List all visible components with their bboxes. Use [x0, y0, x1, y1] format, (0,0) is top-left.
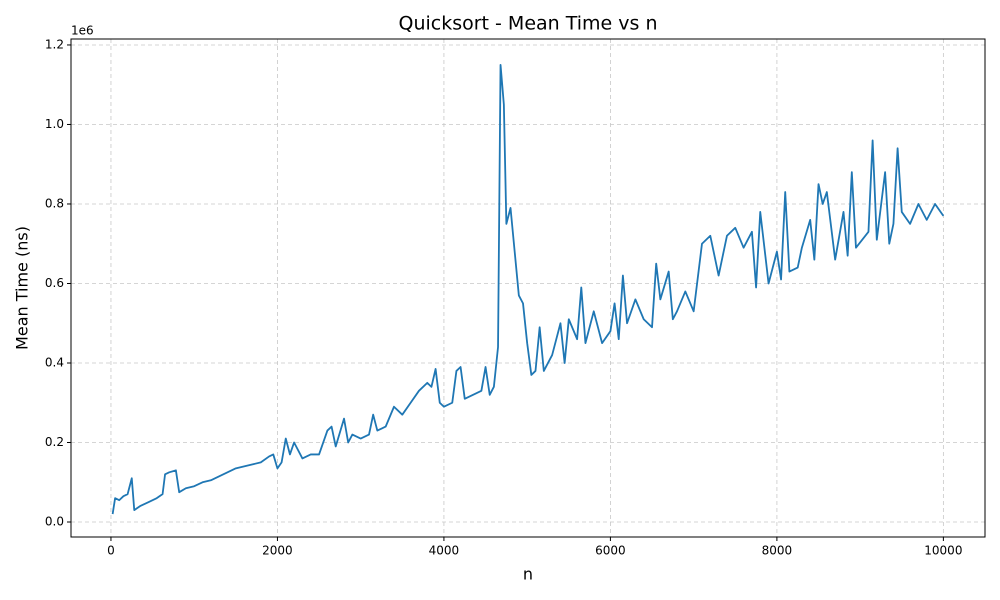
x-tick-label: 10000	[924, 544, 962, 558]
y-tick-label: 1.2	[45, 37, 64, 51]
x-tick-label: 4000	[429, 544, 460, 558]
x-tick-label: 2000	[262, 544, 293, 558]
x-axis-label: n	[523, 565, 533, 584]
y-offset-label: 1e6	[71, 24, 94, 38]
y-tick-label: 0.2	[45, 435, 64, 449]
plot-frame	[70, 38, 986, 538]
y-tick-label: 1.0	[45, 117, 64, 131]
y-tick-label: 0.4	[45, 355, 64, 369]
data-line	[111, 63, 945, 515]
y-tick-label: 0.0	[45, 515, 64, 529]
chart-title: Quicksort - Mean Time vs n	[398, 13, 657, 35]
y-tick-label: 0.8	[45, 196, 64, 210]
x-tick-label: 6000	[595, 544, 626, 558]
x-tick-label: 0	[107, 544, 115, 558]
y-axis-label: Mean Time (ns)	[13, 226, 32, 350]
y-tick-label: 0.6	[45, 276, 64, 290]
x-tick-label: 8000	[762, 544, 793, 558]
